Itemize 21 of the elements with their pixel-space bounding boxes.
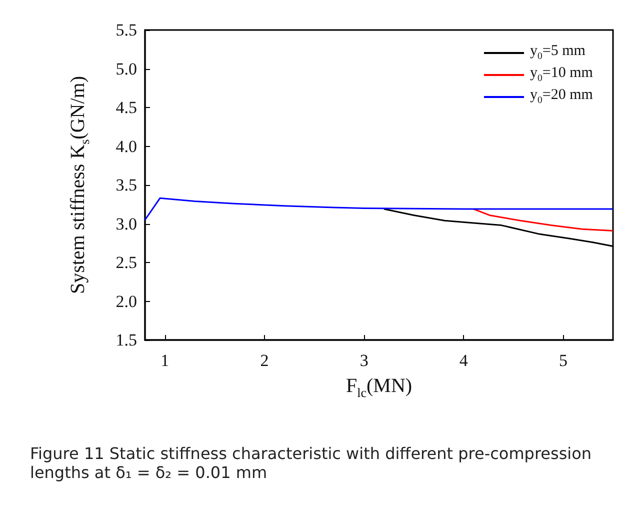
caption: Figure 11 Static stiffness characteristic with different pre-compression lengths at δ₁ = δ₂ = 0.01 mm <box>30 444 593 482</box>
x-tick-label: 5 <box>558 351 568 370</box>
y-tick-label: 3.0 <box>116 214 137 234</box>
x-tick-label: 1 <box>160 351 170 370</box>
x-tick-label: 2 <box>260 351 269 370</box>
y-tick-label: 2.0 <box>116 292 137 311</box>
y-tick-label: 4.0 <box>116 136 137 156</box>
line-series <box>472 208 614 232</box>
legend-label: y$_{0}$=10 mm <box>530 65 593 84</box>
y-tick-label: 2.5 <box>116 253 137 272</box>
x-axis-title: F$_{lc}$(MN) <box>346 375 412 401</box>
x-tick-label: 3 <box>360 351 368 370</box>
y-tick-label: 5.0 <box>116 59 137 78</box>
y-tick-label: 5.5 <box>116 20 137 40</box>
line-series <box>144 197 614 221</box>
x-tick-label: 4 <box>459 351 468 370</box>
y-tick-label: 1.5 <box>116 330 137 350</box>
y-tick-label: 3.5 <box>116 176 137 194</box>
legend-label: y$_{0}$=5 mm <box>530 43 586 62</box>
y-tick-label: 4.5 <box>116 98 137 117</box>
legend-label: y$_{0}$=20 mm <box>530 87 593 106</box>
